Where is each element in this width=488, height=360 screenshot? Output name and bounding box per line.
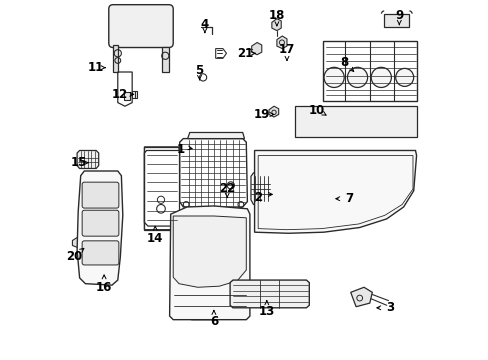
Text: 12: 12 [112, 88, 128, 101]
Polygon shape [77, 150, 99, 168]
Bar [123, 92, 129, 100]
FancyBboxPatch shape [82, 241, 119, 265]
Bar [132, 91, 137, 98]
Text: 3: 3 [386, 301, 393, 314]
Polygon shape [276, 36, 286, 49]
Text: 4: 4 [201, 18, 208, 31]
Text: 1: 1 [176, 143, 184, 156]
Text: 8: 8 [340, 57, 348, 69]
Text: 5: 5 [195, 64, 203, 77]
FancyBboxPatch shape [82, 210, 119, 236]
Polygon shape [254, 150, 416, 233]
Text: 14: 14 [147, 232, 163, 245]
Polygon shape [72, 237, 81, 248]
Ellipse shape [370, 67, 390, 87]
Text: 13: 13 [258, 305, 274, 318]
Text: 15: 15 [71, 156, 87, 169]
Text: 19: 19 [253, 108, 269, 121]
Polygon shape [350, 287, 371, 307]
FancyBboxPatch shape [189, 287, 218, 320]
Polygon shape [77, 171, 122, 285]
Text: 11: 11 [88, 61, 104, 74]
Polygon shape [173, 216, 246, 287]
Text: 9: 9 [394, 9, 403, 22]
Polygon shape [169, 206, 249, 320]
Text: 17: 17 [278, 43, 294, 56]
Text: 20: 20 [66, 250, 82, 263]
Text: 22: 22 [219, 183, 235, 195]
Text: 2: 2 [254, 191, 262, 204]
FancyBboxPatch shape [108, 5, 173, 48]
Polygon shape [162, 47, 168, 72]
Text: 7: 7 [345, 192, 353, 205]
Text: 16: 16 [96, 281, 112, 294]
Polygon shape [187, 132, 244, 139]
Polygon shape [384, 14, 408, 27]
Polygon shape [271, 19, 281, 31]
Polygon shape [251, 42, 261, 55]
Polygon shape [294, 106, 416, 137]
FancyBboxPatch shape [82, 182, 119, 208]
Ellipse shape [347, 67, 367, 87]
Polygon shape [230, 280, 309, 308]
Text: 18: 18 [268, 9, 285, 22]
Ellipse shape [324, 67, 344, 87]
Polygon shape [113, 45, 118, 72]
Text: 10: 10 [308, 104, 324, 117]
Text: 21: 21 [237, 47, 253, 60]
Polygon shape [268, 106, 278, 117]
Text: 6: 6 [209, 315, 218, 328]
Ellipse shape [395, 68, 413, 86]
